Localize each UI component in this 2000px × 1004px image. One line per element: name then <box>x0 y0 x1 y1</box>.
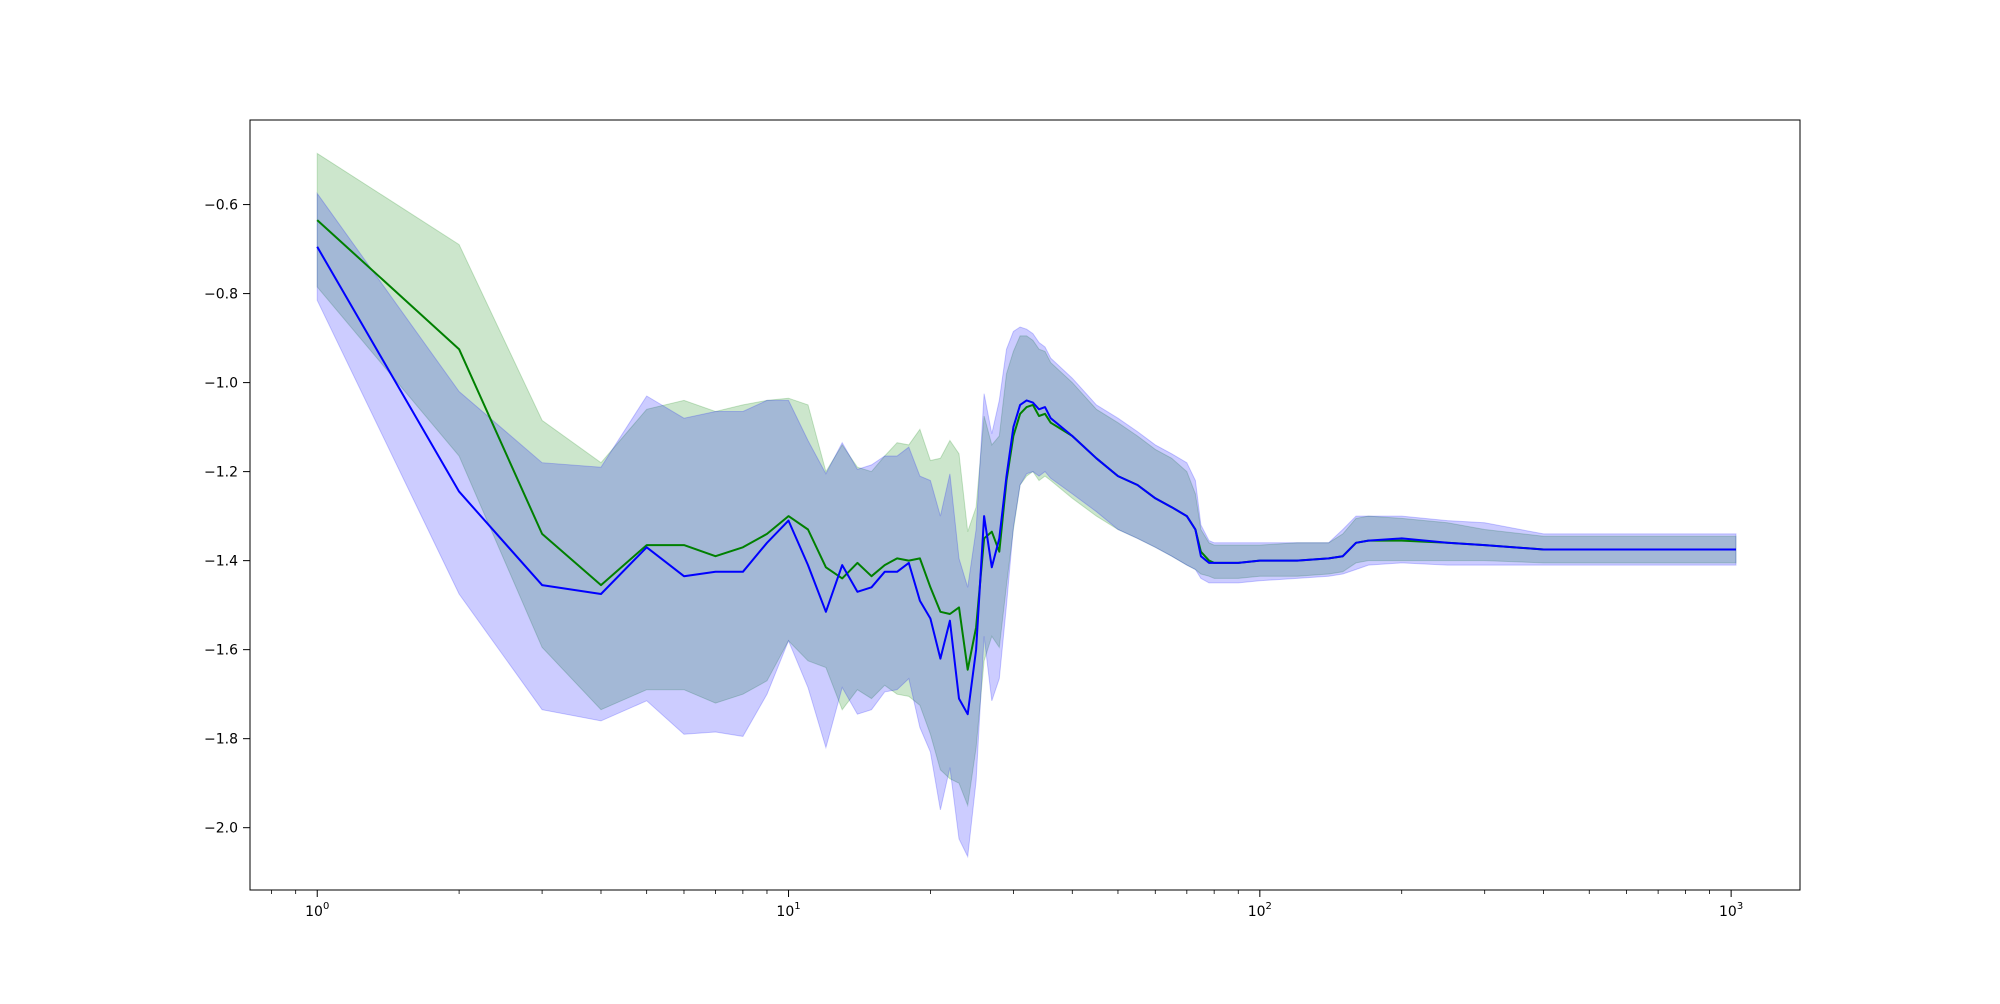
y-axis: −0.6 −0.8 −1.0 −1.2 −1.4 −1.6 −1.8 −2.0 <box>204 198 250 837</box>
y-tick-label: −1.6 <box>204 643 238 659</box>
series-1-band <box>316 152 1737 808</box>
series-2-band <box>316 191 1737 859</box>
series-lines <box>316 219 1736 716</box>
confidence-bands <box>316 152 1737 859</box>
axes-frame <box>249 119 1801 891</box>
y-tick-label: −0.6 <box>204 198 238 214</box>
y-tick-label: −1.4 <box>204 554 238 570</box>
y-tick-label: −2.0 <box>204 821 238 837</box>
series-2-line <box>316 246 1736 716</box>
y-tick-label: −1.0 <box>204 376 238 392</box>
y-tick-label: −0.8 <box>204 287 238 303</box>
y-tick-label: −1.2 <box>204 465 238 481</box>
y-tick-label: −1.8 <box>204 732 238 748</box>
